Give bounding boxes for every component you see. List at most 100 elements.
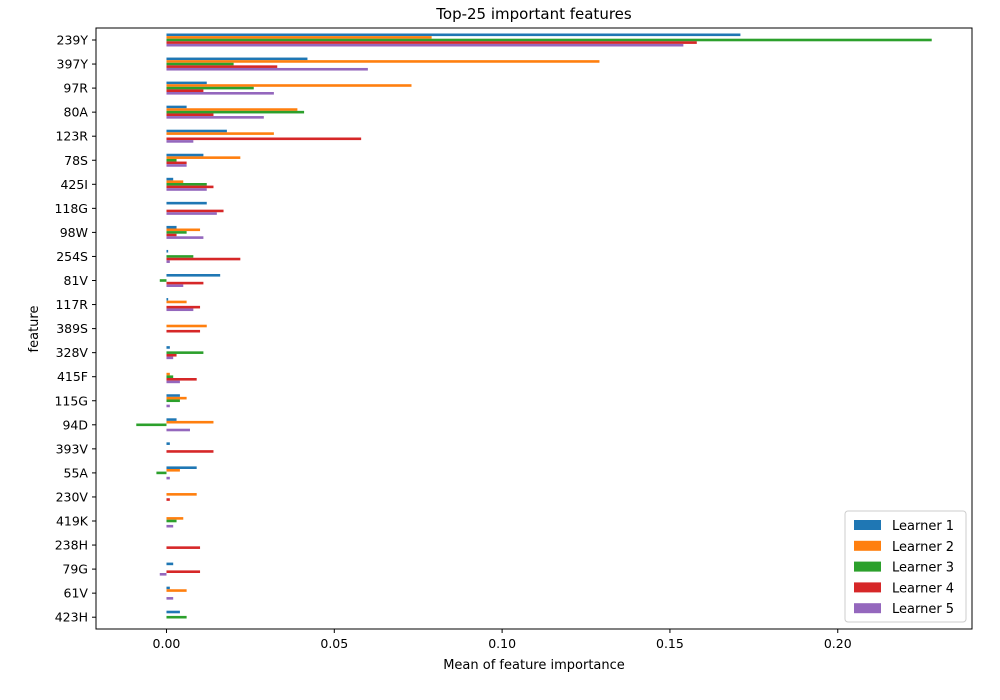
bar-learner-1 — [166, 466, 197, 469]
bar-learner-3 — [166, 110, 305, 114]
bar-learner-4 — [166, 233, 177, 237]
bar-learner-2 — [166, 132, 274, 135]
bar-learner-3 — [156, 471, 167, 475]
bar-learner-2 — [166, 420, 214, 424]
bar-learner-2 — [166, 108, 298, 111]
x-tick-label: 0.05 — [320, 636, 348, 651]
bar-learner-1 — [166, 442, 170, 445]
bar-learner-4 — [166, 113, 214, 117]
bar-learner-2 — [166, 36, 432, 39]
bar-learner-4 — [166, 137, 362, 141]
legend-swatch — [854, 561, 881, 572]
bar-learner-3 — [166, 399, 180, 403]
bar-learner-4 — [166, 305, 201, 309]
bar-learner-1 — [166, 201, 207, 205]
bar-learner-1 — [166, 177, 174, 181]
y-tick-label: 239Y — [57, 33, 89, 48]
bar-learner-3 — [166, 255, 194, 258]
x-axis-title: Mean of feature importance — [443, 658, 625, 673]
plot-frame — [95, 27, 973, 630]
x-tick-label: 0.10 — [488, 636, 516, 651]
legend-swatch — [854, 540, 881, 551]
legend-label: Learner 5 — [892, 602, 954, 617]
y-tick-label: 123R — [55, 129, 88, 144]
y-tick-label: 81V — [64, 273, 89, 288]
bar-learner-5 — [166, 43, 684, 47]
x-axis-ticks: 0.00 0.05 0.10 0.15 0.20 — [153, 629, 852, 651]
y-tick-label: 79G — [62, 562, 88, 577]
y-tick-label: 415F — [57, 369, 88, 384]
bar-learner-2 — [166, 372, 170, 376]
bar-learner-4 — [166, 89, 204, 92]
bar-learner-4 — [166, 185, 214, 189]
bar-learner-2 — [166, 324, 207, 328]
bar-learner-1 — [166, 562, 174, 566]
bar-learner-3 — [159, 279, 167, 282]
bar-learner-5 — [166, 284, 184, 287]
bar-learner-1 — [166, 33, 741, 37]
bars-layer — [136, 33, 932, 619]
bar-learner-2 — [166, 228, 201, 232]
bar-learner-1 — [166, 418, 177, 421]
bar-learner-5 — [166, 476, 170, 480]
y-tick-label: 419K — [56, 514, 89, 529]
bar-learner-1 — [166, 274, 221, 277]
bar-learner-5 — [166, 92, 274, 95]
bar-learner-1 — [166, 610, 180, 614]
bar-learner-5 — [166, 308, 194, 312]
bar-learner-1 — [166, 129, 227, 133]
legend-label: Learner 1 — [892, 519, 954, 534]
bar-learner-3 — [166, 62, 234, 66]
y-tick-label: 425I — [60, 177, 88, 192]
bar-learner-4 — [166, 353, 177, 357]
y-tick-label: 118G — [54, 201, 88, 216]
bar-learner-5 — [166, 597, 174, 600]
bar-learner-2 — [166, 60, 600, 63]
bar-learner-5 — [166, 404, 170, 408]
bar-learner-2 — [166, 84, 412, 87]
bar-learner-1 — [166, 586, 170, 590]
bar-learner-4 — [166, 209, 224, 213]
y-tick-label: 80A — [64, 105, 89, 120]
y-axis-title: feature — [27, 306, 42, 353]
y-tick-label: 55A — [64, 465, 89, 480]
bar-learner-2 — [166, 469, 180, 472]
bar-learner-5 — [166, 524, 174, 528]
bar-learner-1 — [166, 225, 177, 229]
bar-learner-4 — [166, 498, 170, 501]
bar-learner-3 — [166, 615, 187, 619]
bar-learner-5 — [166, 140, 194, 143]
x-tick-label: 0.20 — [824, 636, 852, 651]
chart-title: Top-25 important features — [435, 5, 632, 23]
y-tick-label: 238H — [55, 538, 88, 553]
bar-learner-4 — [166, 546, 201, 549]
bar-learner-4 — [166, 281, 204, 285]
bar-learner-3 — [166, 351, 204, 354]
bar-learner-5 — [166, 356, 174, 360]
x-tick-label: 0.15 — [656, 636, 684, 651]
bar-learner-3 — [136, 423, 167, 427]
bar-learner-4 — [166, 41, 697, 44]
y-axis-ticks: 239Y 397Y 97R 80A 123R 78S 425I 118G 98W 254S 81V 1… — [54, 33, 96, 625]
bar-learner-3 — [166, 183, 207, 186]
y-tick-label: 230V — [56, 489, 89, 504]
bar-learner-2 — [166, 517, 184, 520]
bar-learner-5 — [166, 116, 264, 119]
y-tick-label: 115G — [54, 393, 88, 408]
bar-learner-2 — [166, 300, 187, 304]
legend-label: Learner 2 — [892, 540, 954, 555]
bar-learner-3 — [166, 86, 254, 90]
bar-learner-5 — [159, 573, 167, 576]
y-tick-label: 97R — [63, 81, 88, 96]
y-tick-label: 94D — [62, 417, 88, 432]
bar-learner-3 — [166, 38, 932, 42]
bar-learner-1 — [166, 394, 180, 397]
bar-learner-4 — [166, 161, 187, 165]
bar-learner-3 — [166, 519, 177, 523]
bar-learner-1 — [166, 346, 170, 349]
y-tick-label: 423H — [55, 610, 88, 625]
bar-learner-5 — [166, 260, 170, 263]
bar-learner-5 — [166, 188, 207, 191]
bar-learner-4 — [166, 329, 201, 333]
